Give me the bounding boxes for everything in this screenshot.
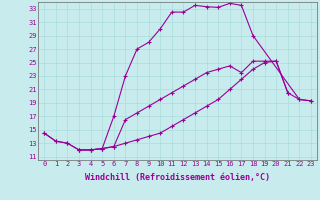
X-axis label: Windchill (Refroidissement éolien,°C): Windchill (Refroidissement éolien,°C) <box>85 173 270 182</box>
